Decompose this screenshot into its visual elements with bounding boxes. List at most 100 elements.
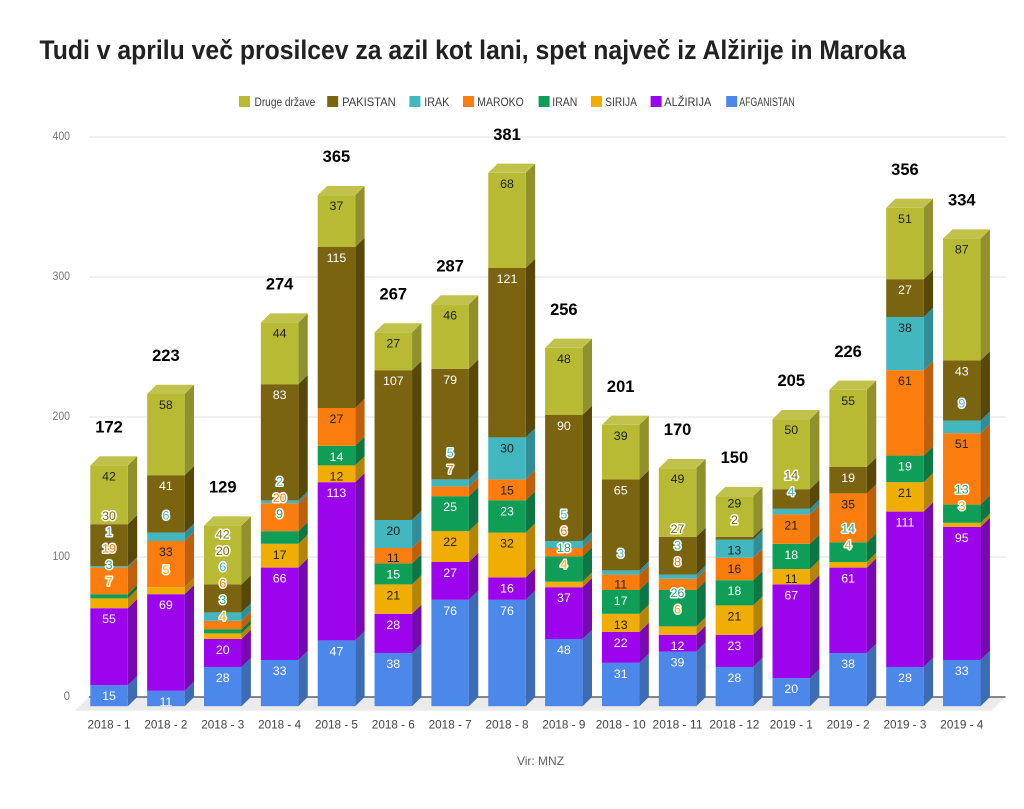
svg-text:67: 67 xyxy=(784,588,798,602)
svg-text:90: 90 xyxy=(557,419,571,433)
svg-text:13: 13 xyxy=(955,482,969,496)
svg-text:4: 4 xyxy=(560,558,567,572)
svg-text:14: 14 xyxy=(841,522,855,536)
svg-text:95: 95 xyxy=(955,531,969,545)
svg-text:76: 76 xyxy=(500,604,514,618)
svg-text:20: 20 xyxy=(216,544,230,558)
svg-text:20: 20 xyxy=(386,524,400,538)
svg-text:12: 12 xyxy=(671,639,685,653)
svg-text:14: 14 xyxy=(330,450,344,464)
svg-text:22: 22 xyxy=(443,535,457,549)
svg-text:35: 35 xyxy=(841,497,855,511)
svg-text:25: 25 xyxy=(443,500,457,514)
svg-text:2018 - 6: 2018 - 6 xyxy=(372,718,415,732)
svg-text:3: 3 xyxy=(219,593,226,607)
svg-text:2019 - 4: 2019 - 4 xyxy=(940,718,983,732)
svg-text:47: 47 xyxy=(330,644,344,658)
svg-text:223: 223 xyxy=(152,347,180,365)
svg-text:20: 20 xyxy=(784,682,798,696)
svg-text:30: 30 xyxy=(500,441,514,455)
svg-text:16: 16 xyxy=(728,562,742,576)
svg-text:18: 18 xyxy=(784,548,798,562)
svg-text:226: 226 xyxy=(834,343,862,361)
svg-text:2018 - 11: 2018 - 11 xyxy=(653,718,703,732)
svg-text:0: 0 xyxy=(64,691,70,703)
svg-text:ALŽIRIJA: ALŽIRIJA xyxy=(664,94,712,109)
svg-text:100: 100 xyxy=(53,551,71,563)
svg-text:200: 200 xyxy=(53,411,71,423)
svg-text:28: 28 xyxy=(216,671,230,685)
svg-text:87: 87 xyxy=(955,243,969,257)
svg-text:39: 39 xyxy=(614,429,628,443)
svg-text:44: 44 xyxy=(273,327,287,341)
svg-text:61: 61 xyxy=(841,572,855,586)
svg-text:356: 356 xyxy=(891,161,919,179)
svg-text:15: 15 xyxy=(500,483,514,497)
svg-text:121: 121 xyxy=(497,272,518,286)
svg-text:115: 115 xyxy=(327,251,347,265)
svg-text:5: 5 xyxy=(447,446,454,460)
svg-text:Druge države: Druge države xyxy=(255,95,316,109)
svg-text:287: 287 xyxy=(436,257,464,275)
svg-text:111: 111 xyxy=(896,516,915,530)
svg-text:AFGANISTAN: AFGANISTAN xyxy=(739,95,794,109)
svg-text:9: 9 xyxy=(958,397,965,411)
svg-text:22: 22 xyxy=(614,636,628,650)
svg-text:16: 16 xyxy=(500,581,514,595)
svg-text:33: 33 xyxy=(273,664,287,678)
svg-text:5: 5 xyxy=(560,508,567,522)
svg-text:39: 39 xyxy=(671,656,685,670)
svg-text:4: 4 xyxy=(845,538,852,552)
svg-text:79: 79 xyxy=(443,373,457,387)
svg-text:48: 48 xyxy=(557,352,571,366)
svg-text:2: 2 xyxy=(731,513,738,527)
svg-text:28: 28 xyxy=(386,618,400,632)
svg-text:49: 49 xyxy=(671,472,685,486)
svg-text:51: 51 xyxy=(898,212,912,226)
svg-text:12: 12 xyxy=(330,469,344,483)
svg-text:2019 - 1: 2019 - 1 xyxy=(770,718,813,732)
svg-text:42: 42 xyxy=(102,469,116,483)
svg-text:Vir: MNZ: Vir: MNZ xyxy=(517,754,564,768)
svg-text:14: 14 xyxy=(784,468,798,482)
svg-text:6: 6 xyxy=(674,602,681,616)
svg-text:27: 27 xyxy=(386,336,400,350)
svg-text:9: 9 xyxy=(276,507,283,521)
svg-text:IRAN: IRAN xyxy=(552,95,577,109)
svg-text:2019 - 3: 2019 - 3 xyxy=(883,718,926,732)
svg-text:6: 6 xyxy=(560,524,567,538)
svg-text:2018 - 7: 2018 - 7 xyxy=(429,718,472,732)
svg-text:334: 334 xyxy=(948,192,976,210)
svg-text:69: 69 xyxy=(159,598,173,612)
svg-text:50: 50 xyxy=(784,423,798,437)
svg-text:17: 17 xyxy=(614,594,628,608)
svg-text:23: 23 xyxy=(500,504,514,518)
svg-text:55: 55 xyxy=(841,394,855,408)
svg-text:5: 5 xyxy=(162,563,169,577)
svg-text:29: 29 xyxy=(728,496,742,510)
svg-text:65: 65 xyxy=(614,483,628,497)
svg-text:61: 61 xyxy=(898,374,912,388)
svg-text:11: 11 xyxy=(159,695,172,709)
svg-text:4: 4 xyxy=(788,485,795,499)
svg-text:21: 21 xyxy=(784,518,798,532)
svg-text:11: 11 xyxy=(614,578,627,592)
svg-text:21: 21 xyxy=(898,486,912,500)
svg-text:19: 19 xyxy=(841,471,855,485)
svg-text:26: 26 xyxy=(671,586,685,600)
svg-text:21: 21 xyxy=(386,588,400,602)
svg-text:2018 - 3: 2018 - 3 xyxy=(201,718,244,732)
svg-text:27: 27 xyxy=(330,412,344,426)
svg-text:170: 170 xyxy=(664,421,692,439)
svg-text:8: 8 xyxy=(674,555,681,569)
svg-text:205: 205 xyxy=(777,372,805,390)
svg-text:3: 3 xyxy=(958,499,965,513)
svg-text:Tudi v aprilu več prosilcev za: Tudi v aprilu več prosilcev za azil kot … xyxy=(40,35,907,65)
svg-text:38: 38 xyxy=(898,321,912,335)
svg-text:2018 - 9: 2018 - 9 xyxy=(542,718,585,732)
svg-text:18: 18 xyxy=(557,541,571,555)
svg-text:2018 - 5: 2018 - 5 xyxy=(315,718,358,732)
svg-text:48: 48 xyxy=(557,643,571,657)
svg-text:2018 - 10: 2018 - 10 xyxy=(596,718,646,732)
svg-text:400: 400 xyxy=(53,131,71,143)
